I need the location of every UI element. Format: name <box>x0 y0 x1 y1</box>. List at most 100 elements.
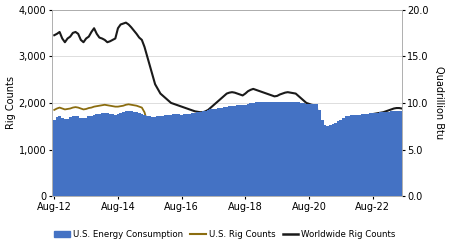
Bar <box>385 112 387 196</box>
Bar <box>279 102 281 196</box>
Bar <box>363 114 366 196</box>
Bar <box>289 102 292 196</box>
Bar <box>287 102 289 196</box>
Bar <box>361 114 363 196</box>
Bar <box>167 115 170 196</box>
Bar <box>162 116 164 196</box>
Bar <box>252 103 255 196</box>
Bar <box>238 105 241 196</box>
Bar <box>87 116 90 196</box>
Bar <box>392 111 395 196</box>
Bar <box>260 103 262 196</box>
Bar <box>273 102 276 196</box>
Bar <box>175 114 178 196</box>
Bar <box>379 112 382 196</box>
Bar <box>347 116 350 196</box>
Bar <box>377 113 379 196</box>
Bar <box>56 117 58 196</box>
Bar <box>194 113 196 196</box>
Bar <box>244 105 247 196</box>
Bar <box>356 115 358 196</box>
Bar <box>334 123 337 196</box>
Bar <box>106 113 109 196</box>
Bar <box>313 104 315 196</box>
Bar <box>104 113 106 196</box>
Bar <box>178 114 180 196</box>
Bar <box>339 120 342 196</box>
Bar <box>122 112 125 196</box>
Bar <box>199 112 202 196</box>
Bar <box>228 106 231 196</box>
Bar <box>125 111 127 196</box>
Bar <box>143 115 146 196</box>
Bar <box>350 115 353 196</box>
Bar <box>151 117 154 196</box>
Bar <box>318 110 321 196</box>
Bar <box>305 104 308 196</box>
Bar <box>324 125 326 196</box>
Bar <box>109 114 111 196</box>
Bar <box>183 114 185 196</box>
Bar <box>53 120 56 196</box>
Bar <box>140 114 143 196</box>
Bar <box>358 115 361 196</box>
Bar <box>101 113 104 196</box>
Bar <box>231 106 234 196</box>
Bar <box>148 116 151 196</box>
Bar <box>236 105 238 196</box>
Bar <box>217 108 220 196</box>
Bar <box>196 112 199 196</box>
Bar <box>72 116 74 196</box>
Bar <box>127 111 130 196</box>
Bar <box>74 116 77 196</box>
Bar <box>58 116 61 196</box>
Bar <box>111 114 114 196</box>
Bar <box>398 111 400 196</box>
Bar <box>268 102 270 196</box>
Bar <box>382 112 385 196</box>
Bar <box>329 125 332 196</box>
Bar <box>249 103 252 196</box>
Bar <box>255 103 257 196</box>
Bar <box>300 103 302 196</box>
Bar <box>69 117 72 196</box>
Bar <box>332 124 334 196</box>
Bar <box>135 112 138 196</box>
Bar <box>90 116 93 196</box>
Bar <box>180 115 183 196</box>
Bar <box>241 105 244 196</box>
Bar <box>61 118 63 196</box>
Bar <box>310 104 313 196</box>
Bar <box>369 113 371 196</box>
Bar <box>276 102 279 196</box>
Bar <box>390 111 392 196</box>
Bar <box>281 102 284 196</box>
Bar <box>262 103 265 196</box>
Bar <box>400 111 403 196</box>
Bar <box>308 104 310 196</box>
Bar <box>247 104 249 196</box>
Bar <box>337 121 339 196</box>
Bar <box>210 109 212 196</box>
Bar <box>204 111 207 196</box>
Bar <box>326 126 329 196</box>
Bar <box>82 118 85 196</box>
Y-axis label: Rig Counts: Rig Counts <box>5 76 16 129</box>
Bar <box>315 104 318 196</box>
Bar <box>353 115 356 196</box>
Bar <box>95 114 98 196</box>
Bar <box>157 116 159 196</box>
Bar <box>188 114 191 196</box>
Bar <box>321 120 324 196</box>
Bar <box>133 112 135 196</box>
Bar <box>225 107 228 196</box>
Bar <box>63 119 66 196</box>
Bar <box>154 117 157 196</box>
Bar <box>164 115 167 196</box>
Bar <box>374 113 377 196</box>
Bar <box>292 102 294 196</box>
Bar <box>387 112 390 196</box>
Bar <box>302 103 305 196</box>
Bar <box>80 118 82 196</box>
Bar <box>146 116 148 196</box>
